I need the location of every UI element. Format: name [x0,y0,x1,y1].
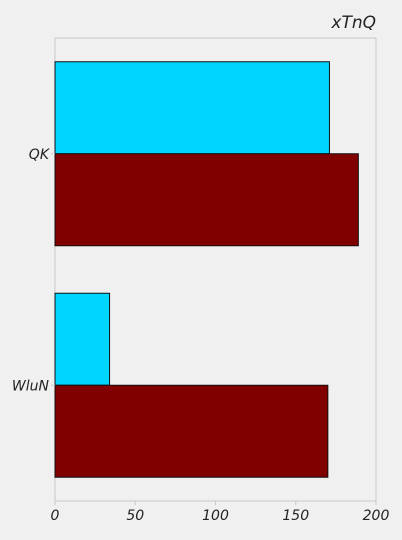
bar-qk-series-2 [54,153,359,247]
bar-qk-series-1 [54,61,330,155]
x-tick-label: 0 [51,508,60,524]
bar-wlun-series-1 [54,292,111,386]
x-tick-label: 150 [282,508,309,524]
x-tick-label: 50 [126,508,144,524]
chart-title: xTnQ [330,13,376,33]
y-tick-labels: QK WluN [12,147,55,394]
y-tick-label: QK [29,147,51,163]
x-tick-labels: 0 50 100 150 200 [51,501,390,524]
x-tick-label: 100 [202,508,229,524]
bars-layer [54,61,359,478]
bar-wlun-series-2 [54,384,329,478]
x-tick-label: 200 [363,508,390,524]
y-tick-label: WluN [12,378,50,394]
